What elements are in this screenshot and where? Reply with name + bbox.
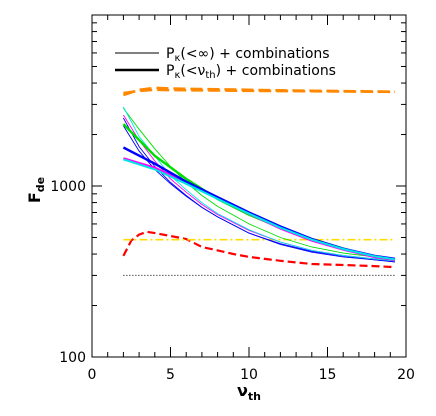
x-axis-label: νth	[237, 381, 261, 403]
x-axis-label-main: ν	[237, 381, 248, 400]
legend-entry-thin: Pκ(<∞) + combinations	[166, 46, 330, 64]
x-tick-label: 0	[88, 367, 97, 383]
x-tick-label: 5	[166, 367, 175, 383]
y-axis-label: Fde	[25, 177, 47, 203]
legend: Pκ(<∞) + combinations Pκ(<νth) + combina…	[115, 46, 336, 81]
x-tick-label: 20	[397, 367, 415, 383]
series-line-13	[123, 158, 396, 261]
x-tick-label: 10	[240, 367, 258, 383]
series-layer	[122, 86, 396, 276]
y-tick-label: 1000	[50, 179, 86, 195]
series-line-2	[122, 230, 396, 269]
y-axis-label-main: F	[25, 192, 44, 203]
legend-entry-thick: Pκ(<νth) + combinations	[166, 63, 336, 81]
series-line-6	[123, 125, 396, 263]
x-tick-label: 15	[319, 367, 337, 383]
series-line-8	[123, 107, 396, 260]
series-line-9	[123, 106, 396, 262]
series-line-1	[123, 88, 396, 95]
x-axis-label-sub: th	[248, 390, 261, 403]
y-tick-label: 100	[59, 350, 86, 366]
tick-layer: 0 5 10 15 20 100 1000	[50, 15, 415, 383]
y-axis-label-sub: de	[34, 177, 47, 192]
